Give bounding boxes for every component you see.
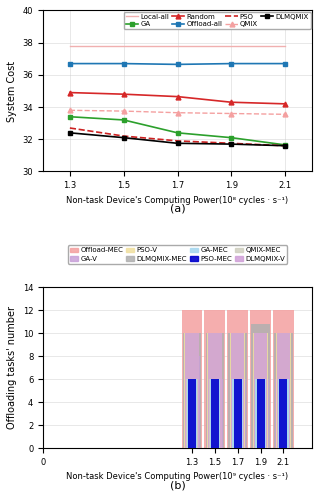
Y-axis label: Offloading tasks' number: Offloading tasks' number: [7, 306, 17, 429]
Bar: [250, 310, 271, 448]
Bar: [253, 379, 269, 448]
Bar: [276, 333, 291, 448]
Bar: [233, 379, 243, 448]
Bar: [187, 379, 197, 448]
Bar: [227, 310, 248, 448]
Bar: [278, 379, 289, 448]
Bar: [184, 356, 200, 448]
Bar: [253, 333, 268, 448]
Bar: [255, 379, 266, 448]
Bar: [184, 333, 199, 448]
Text: (b): (b): [170, 480, 185, 490]
Bar: [186, 379, 197, 448]
Bar: [209, 379, 220, 448]
X-axis label: Non-task Device's Computing Power(10⁹ cycles · s⁻¹): Non-task Device's Computing Power(10⁹ cy…: [66, 472, 289, 482]
Bar: [210, 379, 220, 448]
Bar: [278, 379, 289, 448]
Bar: [205, 333, 224, 448]
Bar: [230, 333, 245, 448]
Bar: [207, 379, 223, 448]
Bar: [183, 333, 201, 448]
Bar: [228, 333, 247, 448]
Bar: [234, 379, 241, 448]
Legend: Local-all, GA, Random, Offload-all, PSO, QMIX, DLMQMIX: Local-all, GA, Random, Offload-all, PSO,…: [123, 12, 311, 29]
Bar: [279, 379, 287, 448]
Bar: [256, 379, 264, 448]
Bar: [204, 310, 225, 448]
Bar: [211, 379, 219, 448]
Bar: [185, 333, 199, 448]
Bar: [254, 333, 267, 448]
Y-axis label: System Cost: System Cost: [7, 60, 17, 122]
Bar: [273, 310, 294, 448]
Bar: [256, 379, 266, 448]
Bar: [182, 310, 202, 448]
Bar: [207, 333, 222, 448]
Bar: [231, 333, 244, 448]
Bar: [232, 379, 243, 448]
Bar: [208, 333, 222, 448]
Text: (a): (a): [170, 204, 185, 214]
Bar: [188, 379, 196, 448]
Bar: [277, 333, 290, 448]
Bar: [275, 379, 292, 448]
X-axis label: Non-task Device's Computing Power(10⁸ cycles · s⁻¹): Non-task Device's Computing Power(10⁸ cy…: [66, 196, 289, 205]
Bar: [230, 379, 246, 448]
Legend: Offload-MEC, GA-V, PSO-V, DLMQMIX-MEC, GA-MEC, PSO-MEC, QMIX-MEC, DLMQMIX-V: Offload-MEC, GA-V, PSO-V, DLMQMIX-MEC, G…: [68, 246, 287, 264]
Bar: [251, 324, 270, 448]
Bar: [274, 333, 293, 448]
